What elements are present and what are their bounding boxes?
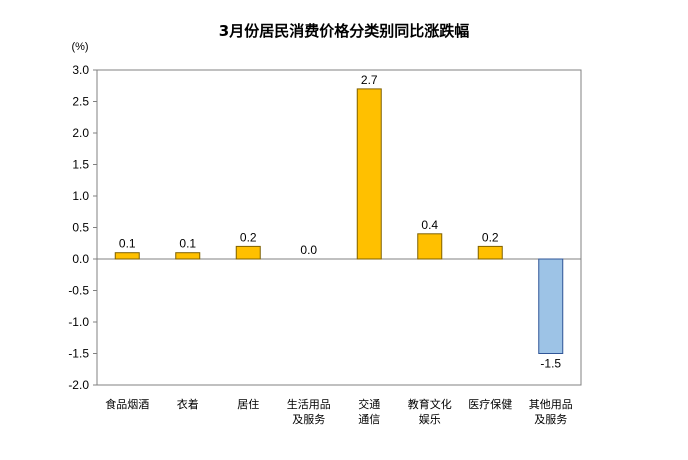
data-labels: 0.1 0.1 0.2 0.0 2.7 0.4 0.2 -1.5 xyxy=(119,73,562,371)
x-tick-label: 生活用品 xyxy=(287,397,331,411)
y-tick-label: -0.5 xyxy=(68,284,89,298)
x-tick-label: 其他用品 xyxy=(529,398,573,411)
bar xyxy=(356,88,382,260)
x-tick-label: 衣着 xyxy=(177,397,199,411)
y-axis: 3.0 2.5 2.0 1.5 1.0 0.5 0.0 -0.5 -1.0 -1.5 -2.0 xyxy=(68,63,97,392)
y-tick-label: 2.5 xyxy=(72,95,89,109)
bar xyxy=(114,252,140,260)
x-tick-label: 娱乐 xyxy=(419,412,441,426)
y-tick-label: 1.5 xyxy=(72,158,89,172)
data-label: 0.2 xyxy=(482,230,499,244)
data-label: -1.5 xyxy=(540,357,561,371)
x-tick-label: 食品烟酒 xyxy=(105,397,149,411)
plot-area xyxy=(96,69,582,386)
bar xyxy=(538,258,564,354)
data-label: 0.1 xyxy=(179,237,196,251)
x-tick-label: 及服务 xyxy=(292,413,325,426)
bar xyxy=(477,245,503,260)
x-tick-label: 居住 xyxy=(237,397,259,411)
bar xyxy=(175,252,201,260)
y-tick-label: 0.0 xyxy=(72,252,89,266)
x-tick-label: 通信 xyxy=(358,413,380,426)
y-tick-label: -2.0 xyxy=(68,378,89,392)
data-label: 0.4 xyxy=(421,218,438,232)
y-tick-label: 2.0 xyxy=(72,126,89,140)
data-label: 0.0 xyxy=(300,243,317,257)
y-tick-label: 0.5 xyxy=(72,221,89,235)
bars xyxy=(114,88,564,354)
x-tick-label: 医疗保健 xyxy=(468,397,512,411)
plot-border xyxy=(96,69,582,386)
x-tick-label: 教育文化 xyxy=(408,397,452,411)
data-label: 0.2 xyxy=(240,230,257,244)
y-tick-label: 3.0 xyxy=(72,63,89,77)
chart-title: 3月份居民消费价格分类别同比涨跌幅 xyxy=(218,22,470,40)
bar xyxy=(235,245,261,260)
y-axis-unit-label: (%) xyxy=(71,41,88,53)
bar xyxy=(417,233,443,260)
y-tick-label: -1.5 xyxy=(68,347,89,361)
data-label: 0.1 xyxy=(119,237,136,251)
x-tick-label: 交通 xyxy=(358,397,380,411)
y-tick-label: -1.0 xyxy=(68,315,89,329)
data-label: 2.7 xyxy=(361,73,378,87)
x-tick-label: 及服务 xyxy=(534,413,567,426)
y-tick-label: 1.0 xyxy=(72,189,89,203)
